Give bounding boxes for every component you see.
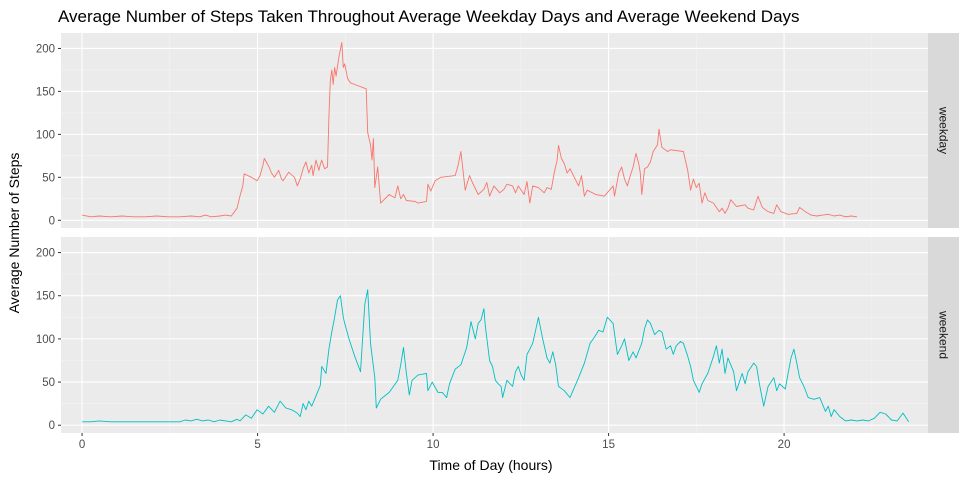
- facet-strip: [928, 33, 959, 228]
- facet-weekday: 0 50 100 150 200 weekday: [36, 33, 959, 228]
- x-tick-label: 15: [602, 439, 615, 451]
- x-tick-label: 5: [254, 439, 260, 451]
- y-tick-label: 200: [36, 248, 55, 260]
- facet-strip-label: weekend: [937, 310, 951, 359]
- facet-weekend: 0 50 100 150 200 weekend: [36, 237, 959, 433]
- facet-strip-label: weekday: [937, 106, 951, 154]
- y-tick-label: 200: [36, 43, 55, 55]
- chart-title: Average Number of Steps Taken Throughout…: [58, 7, 800, 26]
- x-tick-label: 20: [778, 439, 791, 451]
- y-tick-label: 150: [36, 86, 55, 98]
- panel-background: [61, 33, 928, 228]
- series-line-weekday: [82, 41, 858, 218]
- x-tick-label: 0: [79, 439, 85, 451]
- x-axis: 0 5 10 15 20: [79, 433, 791, 451]
- series-line-weekend: [82, 289, 910, 423]
- y-tick-label: 100: [36, 129, 55, 141]
- facet-panels: 0 50 100 150 200 weekday 0 50 100 150 200 weekend 0 5…: [36, 33, 959, 451]
- y-tick-label: 50: [42, 172, 55, 184]
- facet-strip: [928, 237, 959, 433]
- y-tick-label: 50: [42, 377, 55, 389]
- y-tick-label: 150: [36, 291, 55, 303]
- x-tick-label: 10: [427, 439, 440, 451]
- y-axis-title: Average Number of Steps: [6, 153, 22, 314]
- y-tick-label: 0: [49, 420, 55, 432]
- y-tick-label: 0: [49, 215, 55, 227]
- panel-background: [61, 237, 928, 433]
- y-tick-label: 100: [36, 334, 55, 346]
- x-axis-title: Time of Day (hours): [429, 457, 552, 473]
